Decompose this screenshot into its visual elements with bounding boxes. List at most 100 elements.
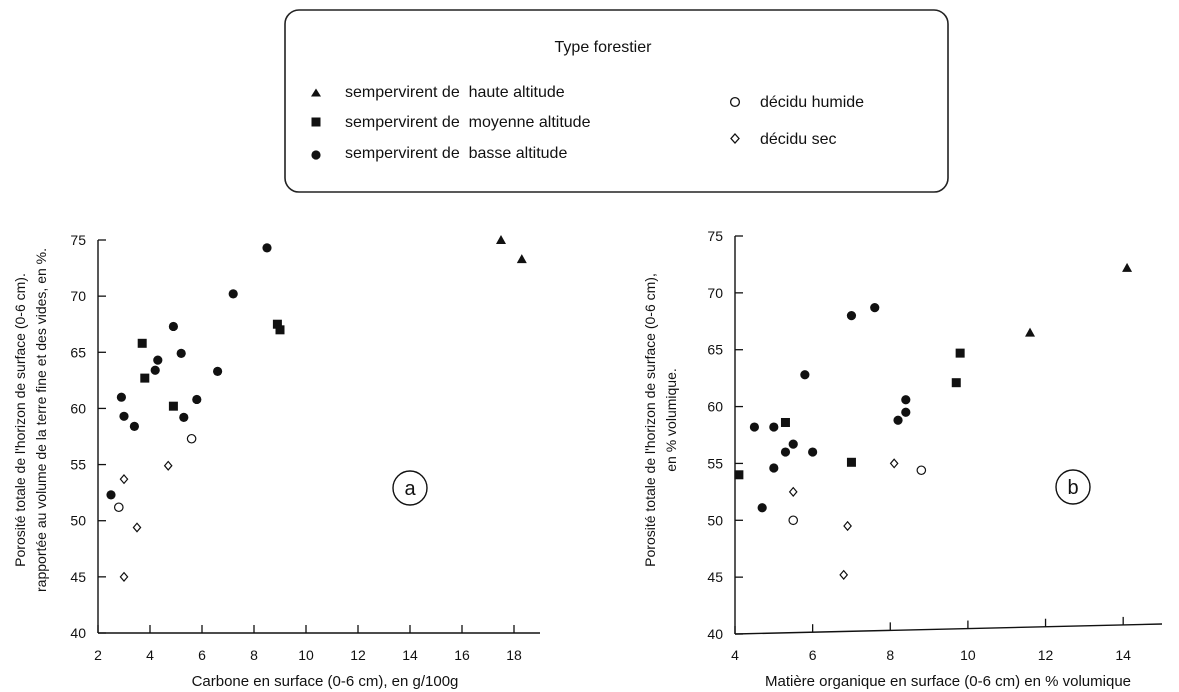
panel-b-x-tick-label: 4 (731, 647, 739, 663)
panel-a-x-tick-label: 8 (250, 647, 258, 663)
panel-a-point-humid (186, 433, 197, 444)
legend-label-mid: sempervirent de moyenne altitude (345, 114, 591, 131)
panel-b-point-dry (843, 520, 852, 532)
panel-b-points (734, 262, 1133, 580)
panel-b-point-low (780, 447, 791, 457)
panel-b-y-tick-label: 55 (707, 455, 723, 471)
panel-b-axes (734, 236, 1163, 635)
panel-a-point-low (106, 490, 116, 500)
panel-a-y-tick-label: 70 (70, 288, 86, 304)
panel-b: 40 45 50 55 60 65 70 75 4 6 8 10 12 14 Matière organ… (642, 228, 1163, 690)
panel-a-y-tick-label: 45 (70, 569, 86, 585)
panel-a-x-tick-label: 14 (402, 647, 418, 663)
panel-b-point-mid (951, 378, 961, 388)
panel-a-x-tick-label: 18 (506, 647, 522, 663)
legend: Type forestier sempervirent de haute alt… (284, 9, 949, 193)
panel-b-point-low (901, 395, 911, 405)
panel-b-point-low (749, 422, 760, 432)
panel-b-x-axis (734, 623, 1163, 635)
panel-a-y-label-line2: rapportée au volume de la terre fine et … (33, 248, 49, 592)
panel-a-x-tick-label: 6 (198, 647, 206, 663)
panel-b-point-dry (839, 569, 849, 580)
panel-b-point-low (788, 439, 798, 449)
panel-a-point-dry (119, 571, 129, 582)
panel-b-y-ticks: 40 45 50 55 60 65 70 75 (707, 228, 743, 642)
panel-a-point-low (213, 366, 223, 376)
panel-b-y-tick-label: 50 (707, 512, 723, 528)
panel-b-point-mid (734, 470, 744, 480)
legend-label-high: sempervirent de haute altitude (345, 84, 565, 101)
panel-b-point-low (757, 503, 767, 513)
panel-b-x-tick-label: 6 (809, 647, 817, 663)
legend-frame (284, 9, 949, 193)
panel-b-point-low (870, 303, 880, 313)
panel-a-point-humid (114, 502, 124, 513)
legend-label-humid: décidu humide (760, 94, 864, 111)
panel-b-point-low (846, 311, 857, 321)
panel-a-point-mid (272, 319, 282, 329)
panel-b-point-high (1122, 262, 1133, 272)
panel-a-point-low (116, 392, 126, 402)
panel-b-x-label: Matière organique en surface (0-6 cm) en… (765, 673, 1131, 690)
panel-a-y-tick-label: 40 (70, 625, 86, 641)
panel-b-point-mid (846, 457, 856, 467)
panel-a-point-dry (163, 460, 173, 471)
panel-b-x-tick-label: 8 (886, 647, 894, 663)
panel-a-y-tick-label: 60 (70, 400, 86, 416)
panel-b-x-tick-label: 14 (1115, 647, 1131, 663)
legend-dry-diamond-icon (730, 133, 740, 144)
panel-a-point-mid (137, 338, 147, 348)
panel-b-point-mid (955, 348, 965, 358)
panel-b-point-low (901, 407, 911, 417)
panel-a-x-tick-label: 12 (350, 647, 366, 663)
panel-b-x-ticks: 4 6 8 10 12 14 (731, 616, 1131, 663)
panel-a: 40 45 50 55 60 65 70 75 2 4 6 8 10 12 14 16 18 Carbone … (12, 232, 540, 690)
panel-a-point-low (228, 289, 238, 299)
panel-a-x-tick-label: 10 (298, 647, 314, 663)
panel-a-point-mid (275, 325, 285, 335)
panel-a-x-tick-label: 16 (454, 647, 470, 663)
panel-b-point-low (808, 447, 818, 457)
panel-b-y-tick-label: 40 (707, 626, 723, 642)
panel-a-point-low (150, 365, 160, 375)
panel-a-y-ticks: 40 45 50 55 60 65 70 75 (70, 232, 106, 641)
panel-a-point-low (129, 421, 139, 431)
panel-a-x-tick-label: 2 (94, 647, 102, 663)
panel-b-y-label-line2: en % volumique. (663, 368, 679, 472)
panel-b-point-low (769, 463, 779, 473)
panel-a-point-low (176, 348, 186, 359)
panel-b-point-dry (889, 458, 899, 469)
panel-a-points (106, 235, 527, 582)
legend-high-triangle-icon (311, 88, 321, 97)
panel-b-x-tick-label: 10 (960, 647, 976, 663)
panel-a-point-mid (140, 373, 150, 383)
panel-a-x-label: Carbone en surface (0-6 cm), en g/100g (192, 673, 459, 690)
panel-b-point-low (893, 415, 903, 425)
panel-b-point-humid (916, 465, 927, 476)
panel-a-x-ticks: 2 4 6 8 10 12 14 16 18 (94, 625, 522, 663)
panel-a-point-dry (119, 474, 129, 485)
panel-b-y-tick-label: 75 (707, 228, 723, 244)
panel-b-y-tick-label: 70 (707, 285, 723, 301)
panel-b-y-tick-label: 65 (707, 342, 723, 358)
panel-a-badge-circle (392, 470, 428, 506)
panel-a-point-high (516, 254, 527, 264)
panel-a-y-tick-label: 65 (70, 344, 86, 360)
panel-a-y-tick-label: 55 (70, 457, 86, 473)
panel-b-point-low (769, 422, 779, 432)
panel-a-point-low (179, 412, 189, 423)
panel-a-badge-text: a (404, 478, 416, 500)
panel-a-point-mid (168, 401, 178, 411)
panel-a-point-low (262, 243, 272, 253)
panel-b-point-dry (788, 486, 798, 497)
legend-label-low: sempervirent de basse altitude (345, 145, 567, 162)
panel-a-y-label-line1: Porosité totale de l'horizon de surface … (12, 273, 28, 567)
panel-a-point-low (153, 355, 163, 365)
panel-a-x-tick-label: 4 (146, 647, 154, 663)
legend-title: Type forestier (555, 39, 653, 56)
legend-low-circle-icon (311, 150, 321, 160)
panel-b-y-tick-label: 45 (707, 569, 723, 585)
panel-a-label-badge: a (392, 470, 428, 506)
panel-b-y-tick-label: 60 (707, 399, 723, 415)
